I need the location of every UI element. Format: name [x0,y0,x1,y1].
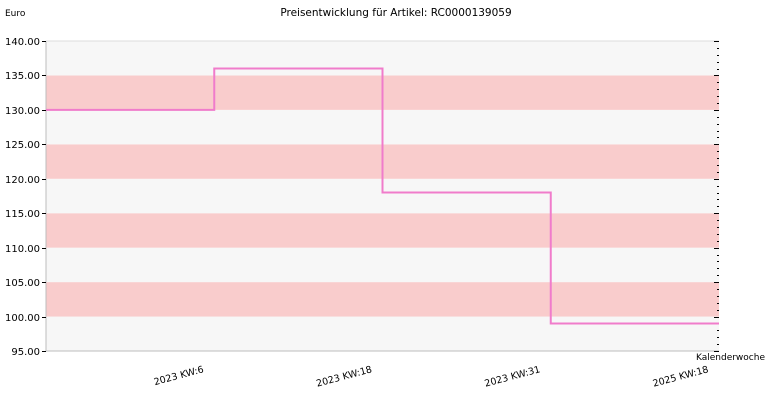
y-axis-ticks: 95.00 100.00 105.00 110.00 115.00 120.00 125.0… [5,37,46,358]
y-tick-label: 115.00 [5,209,40,220]
x-axis-ticks: 2023 KW:6 2023 KW:18 2023 KW:31 2025 KW:18 [153,364,710,389]
y-tick-label: 120.00 [5,175,40,186]
plot-frame [45,40,719,352]
chart-title: Preisentwicklung für Artikel: RC00001390… [280,7,511,19]
band [46,316,719,351]
price-step-line [46,67,719,325]
y-tick-label: 95.00 [11,347,40,358]
x-tick-label: 2023 KW:18 [315,364,373,389]
band [46,213,719,248]
y-axis-label: Euro [5,9,26,19]
y-tick-label: 135.00 [5,71,40,82]
y-tick-label: 140.00 [5,37,40,48]
x-axis-label: Kalenderwoche [696,353,765,363]
y-tick-label: 125.00 [5,140,40,151]
x-tick-label: 2025 KW:18 [652,364,710,389]
band [46,247,719,283]
band [46,282,719,317]
y-tick-label: 110.00 [5,244,40,255]
series-lines [46,67,719,325]
x-tick-label: 2023 KW:6 [153,364,205,388]
right-axis-ticks [714,41,719,352]
y-tick-label: 100.00 [5,313,40,324]
y-tick-label: 130.00 [5,106,40,117]
y-tick-label: 105.00 [5,278,40,289]
x-tick-label: 2023 KW:31 [483,364,541,389]
